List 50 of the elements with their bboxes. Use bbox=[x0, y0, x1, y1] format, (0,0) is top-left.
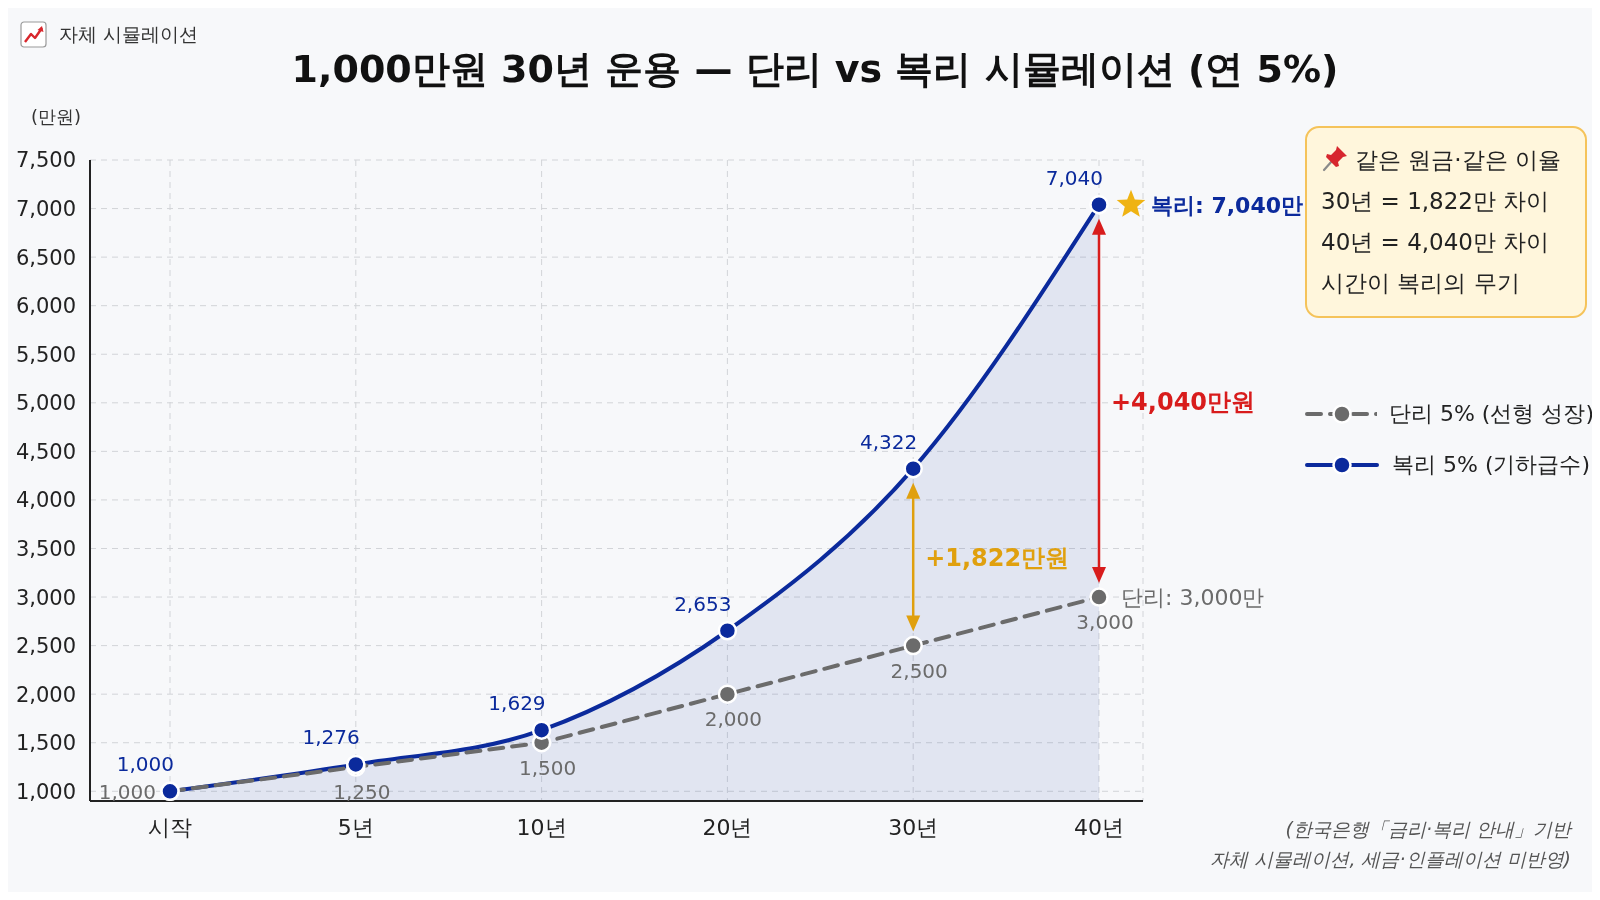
point bbox=[717, 684, 738, 704]
x-tick-label: 5년 bbox=[337, 814, 374, 840]
text: (한국은행「금리·복리 안내」기반 자체 시뮬레이션, 세금·인플레이션 미반영) bbox=[1210, 817, 1571, 872]
point bbox=[531, 720, 552, 740]
y-tick-label: 1,000 bbox=[15, 779, 76, 804]
data-label: 2,500 bbox=[890, 658, 948, 683]
x-tick-label: 10년 bbox=[516, 814, 567, 840]
y-tick-label: 2,500 bbox=[15, 634, 76, 659]
point bbox=[717, 621, 738, 641]
data-label: 2,000 bbox=[704, 707, 763, 732]
data-label: 4,322 bbox=[859, 429, 918, 454]
y-tick-label: 4,000 bbox=[15, 488, 76, 513]
x-tick-label: 30년 bbox=[888, 814, 939, 840]
annotation: 단리: 3,000만 bbox=[1121, 585, 1265, 611]
legend-label: 복리 5% (기하급수) bbox=[1392, 450, 1591, 479]
x-tick-label: 20년 bbox=[702, 814, 753, 840]
data-label: 3,000 bbox=[1076, 610, 1134, 635]
y-tick-label: 7,500 bbox=[15, 148, 76, 173]
y-tick-label: 6,000 bbox=[15, 294, 76, 319]
y-tick-label: 5,000 bbox=[15, 391, 76, 416]
ref-line-label: +4,040만원 bbox=[1111, 387, 1256, 416]
data-label: 1,276 bbox=[302, 725, 360, 750]
data-label: 1,500 bbox=[518, 755, 577, 780]
y-tick-label: 7,000 bbox=[15, 197, 76, 222]
data-label: 7,040 bbox=[1045, 165, 1103, 190]
y-tick-label: 2,000 bbox=[15, 682, 76, 707]
data-label: 1,629 bbox=[488, 691, 546, 716]
point bbox=[1089, 587, 1109, 607]
data-label: 1,250 bbox=[333, 780, 391, 805]
data-label: 1,000 bbox=[98, 780, 156, 805]
data-label: 2,653 bbox=[674, 591, 732, 616]
point bbox=[903, 635, 923, 656]
data-label: 1,000 bbox=[116, 752, 174, 777]
ref-line-label: +1,822만원 bbox=[925, 544, 1070, 573]
y-tick-label: 3,500 bbox=[15, 536, 76, 561]
x-tick-label: 시작 bbox=[148, 814, 192, 840]
legend-label: 단리 5% (선형 성장) bbox=[1388, 399, 1593, 428]
y-tick-label: 1,500 bbox=[15, 731, 76, 756]
chart-title: 1,000만원 30년 운용 — 단리 vs 복리 시뮬레이션 (연 5%) bbox=[291, 46, 1339, 93]
chart-subtitle: 자체 시뮬레이션 bbox=[59, 22, 199, 47]
y-axis-title: (만원) bbox=[31, 105, 82, 129]
x-tick-label: 40년 bbox=[1074, 814, 1124, 840]
annotation: 복리: 7,040만 bbox=[1151, 192, 1304, 218]
text: 같은 원금·같은 이율 30년 = 1,822만 차이 40년 = 4,040만 차이 시간이 복리의 무기 bbox=[1321, 147, 1561, 296]
point bbox=[903, 458, 923, 479]
point bbox=[1089, 194, 1109, 215]
y-tick-label: 3,000 bbox=[15, 585, 76, 610]
y-tick-label: 6,500 bbox=[15, 245, 76, 270]
y-tick-label: 4,500 bbox=[15, 439, 76, 464]
y-tick-label: 5,500 bbox=[15, 342, 76, 367]
